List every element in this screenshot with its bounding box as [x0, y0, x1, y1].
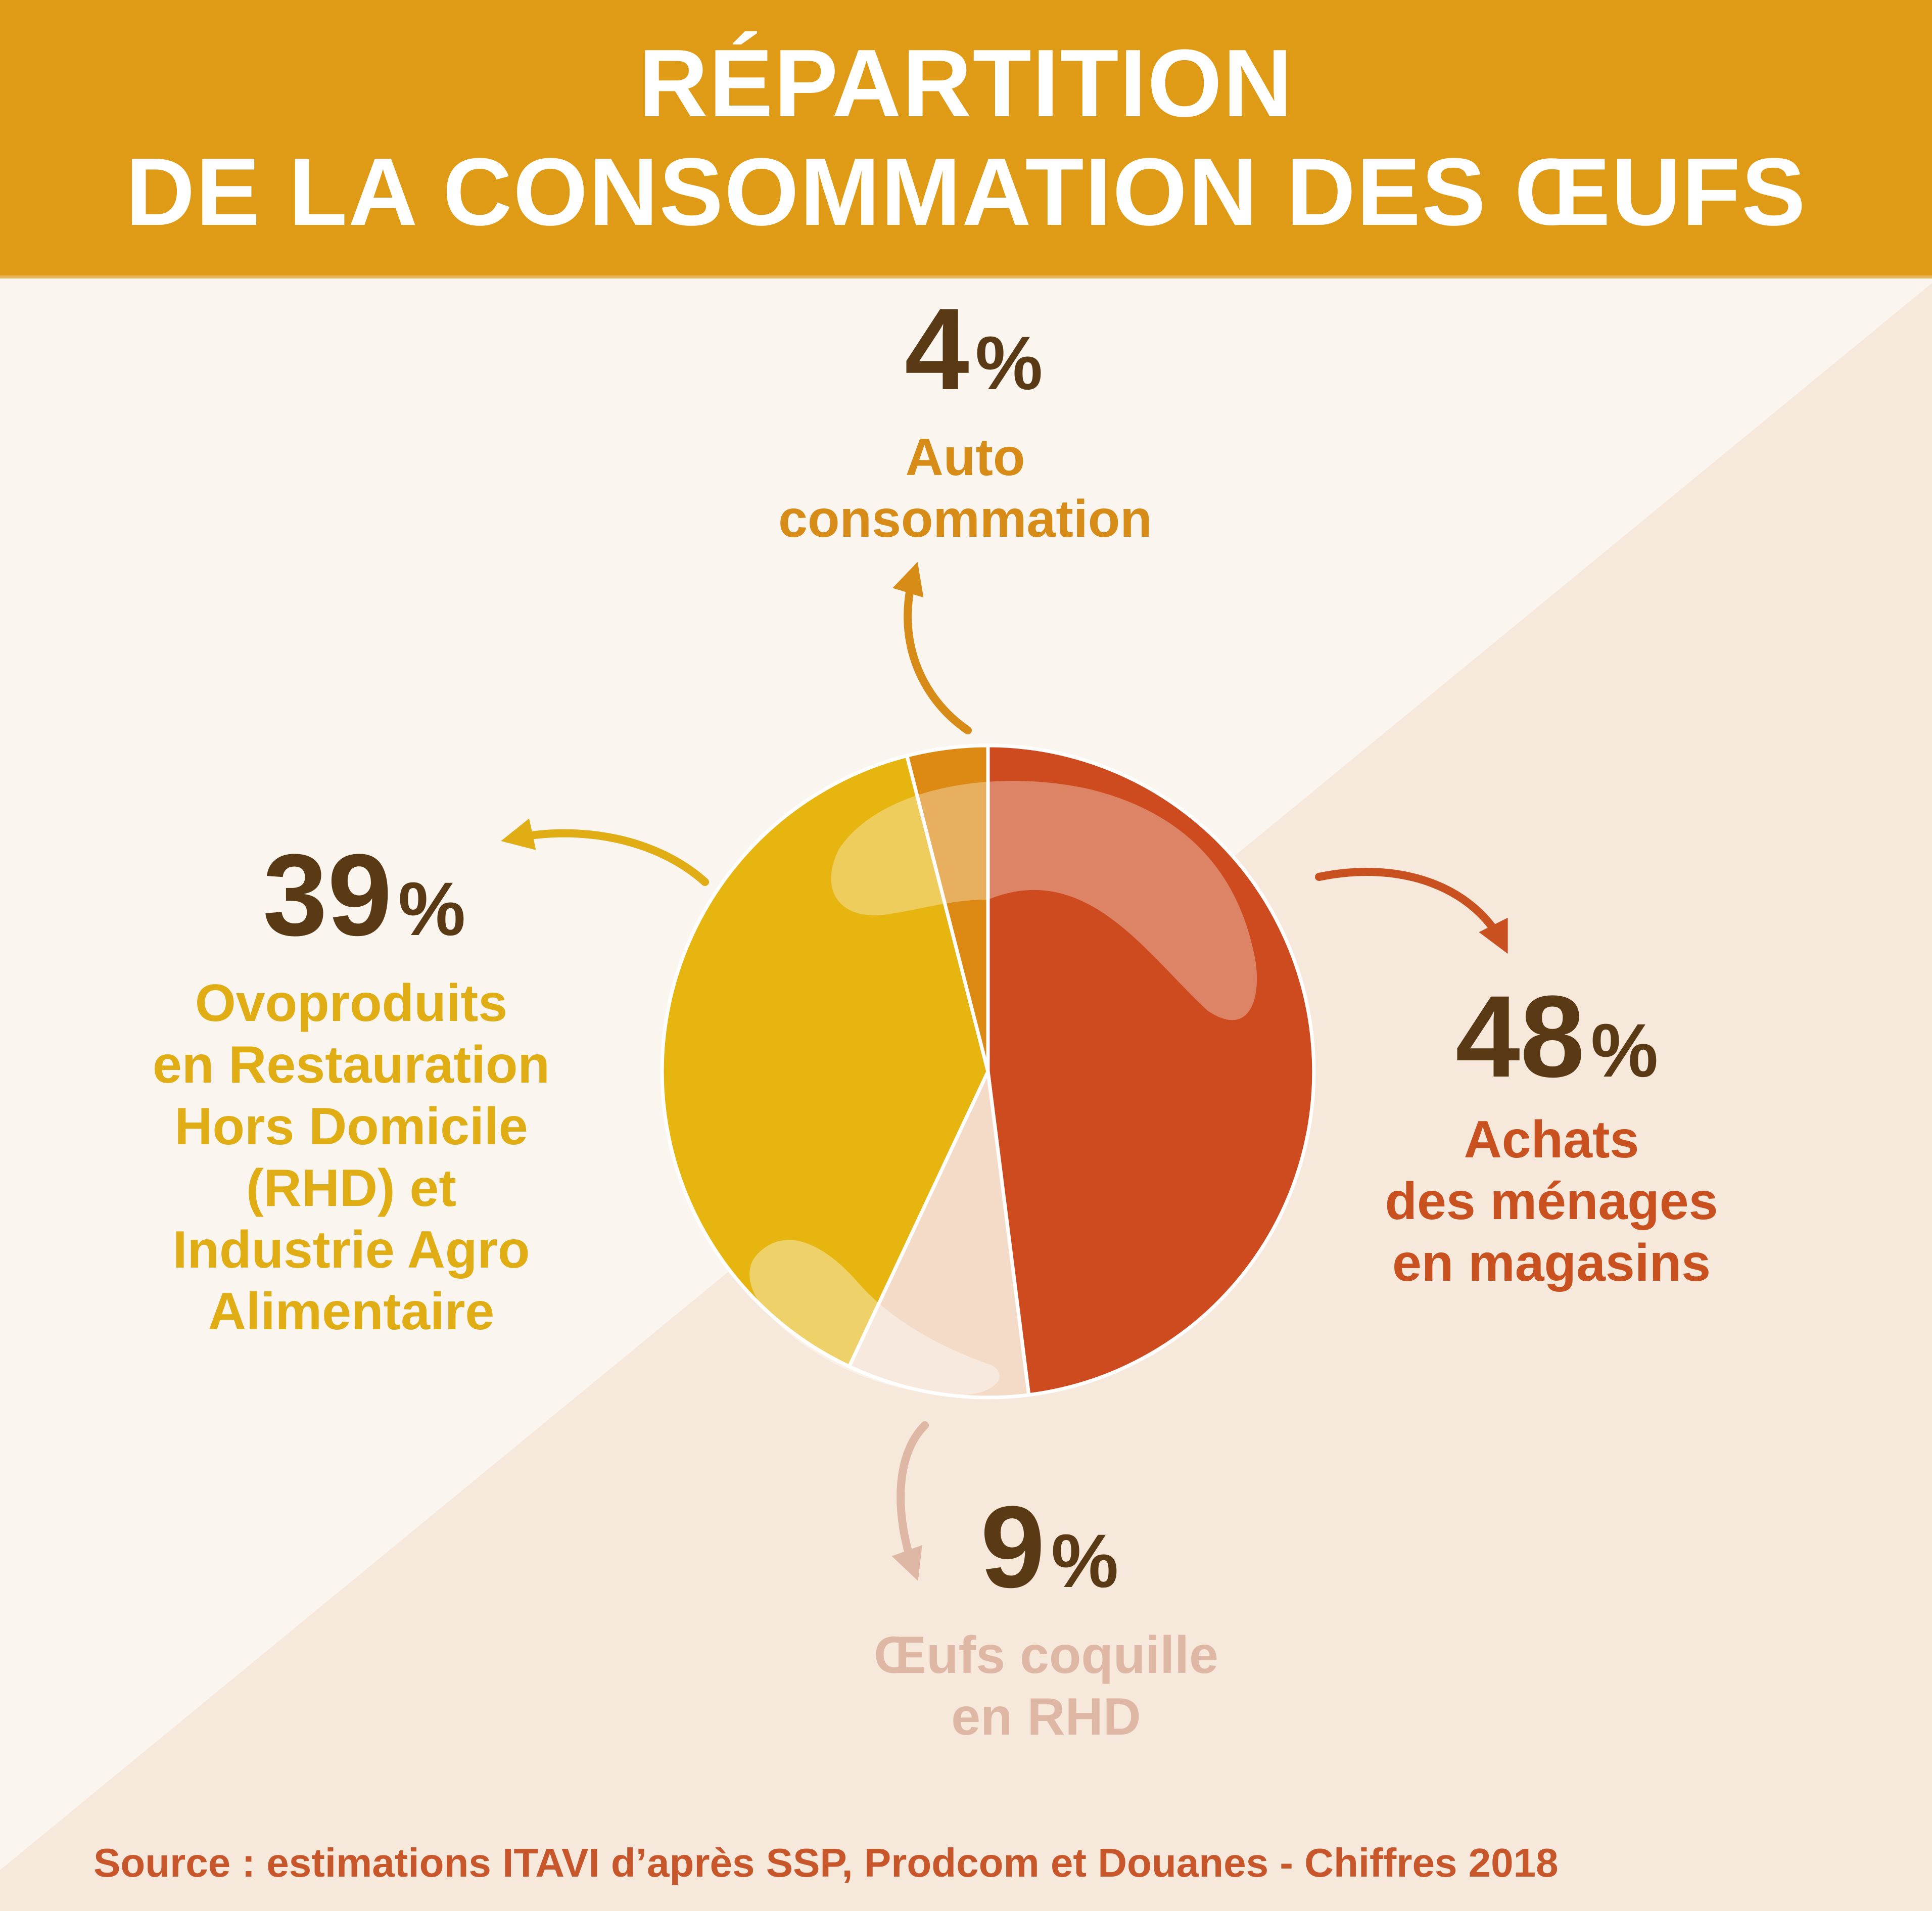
pie-category-label-2-line-2: Hors Domicile [174, 1097, 528, 1156]
title-line-2: DE LA CONSOMMATION DES ŒUFS [125, 138, 1807, 246]
pie-category-label-2-line-1: en Restauration [153, 1036, 550, 1094]
pie-category-label-1-line-1: en RHD [951, 1688, 1141, 1746]
pie-arrow-2 [501, 818, 709, 886]
pie-value-label-2: 39% [263, 830, 465, 960]
pie-category-label-2-line-5: Alimentaire [208, 1282, 494, 1341]
pie-category-label-0-line-1: des ménages [1385, 1172, 1718, 1231]
pie-arrow-0 [1315, 868, 1508, 954]
pie-category-label-2-line-0: Ovoproduits [195, 974, 507, 1033]
pie-value-label-1: 9% [980, 1482, 1118, 1612]
pie-category-label-3-line-1: consommation [778, 490, 1152, 548]
pie-arrows [501, 562, 1508, 1581]
pie-slice-2 [660, 754, 990, 1369]
pie-category-label-2-line-3: (RHD) et [246, 1159, 456, 1218]
pie-slices [660, 743, 1316, 1400]
pie-arrow-3 [892, 562, 972, 734]
pie-category-label-1-line-0: Œufs coquille [874, 1626, 1218, 1685]
pie-value-label-0: 48% [1455, 971, 1658, 1101]
pie-slice-3 [905, 743, 990, 1074]
pie-category-label-0-line-0: Achats [1464, 1110, 1639, 1169]
pie-category-label-0-line-2: en magasins [1392, 1234, 1711, 1292]
pie-highlight-top [831, 781, 1257, 1020]
pie-value-label-3: 4% [905, 284, 1043, 414]
pie-slice-0 [986, 743, 1316, 1397]
pie-highlights [749, 781, 1257, 1395]
title-band: RÉPARTITION DE LA CONSOMMATION DES ŒUFS [0, 0, 1932, 278]
source-note: Source : estimations ITAVI d’après SSP, … [93, 1840, 1559, 1885]
pie-highlight-bottom [749, 1240, 1000, 1395]
pie-category-label-3-line-0: Auto [906, 428, 1025, 487]
pie-category-label-2-line-4: Industrie Agro [173, 1221, 530, 1279]
title-line-1: RÉPARTITION [638, 29, 1294, 137]
pie-slice-1 [847, 1069, 1031, 1400]
pie-arrow-1 [891, 1421, 929, 1581]
